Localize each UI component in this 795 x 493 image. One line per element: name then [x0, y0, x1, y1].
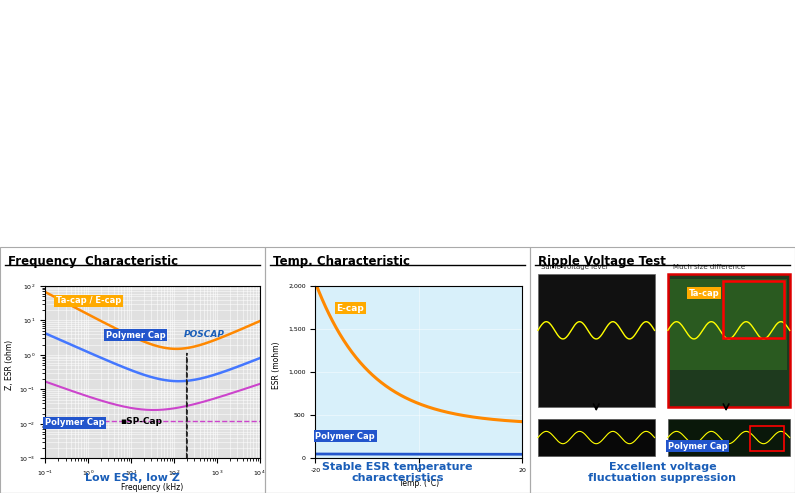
Text: Frequency  Characteristic: Frequency Characteristic: [8, 255, 178, 268]
Text: POSCAP: POSCAP: [439, 442, 471, 449]
Text: Polymer Cap: Polymer Cap: [316, 432, 375, 441]
Text: Polymer Cap: Polymer Cap: [45, 418, 105, 427]
Text: E-cap: E-cap: [336, 304, 364, 313]
Text: OSCON: OSCON: [481, 442, 509, 449]
Text: Ta-cap / E-cap: Ta-cap / E-cap: [56, 296, 121, 305]
FancyBboxPatch shape: [670, 279, 787, 370]
Text: Z, ESR (ohm): Z, ESR (ohm): [5, 340, 14, 390]
Text: Ripple Voltage Test: Ripple Voltage Test: [538, 255, 666, 268]
FancyBboxPatch shape: [538, 419, 654, 456]
FancyBboxPatch shape: [668, 419, 789, 456]
Text: ESR (mohm): ESR (mohm): [273, 341, 281, 388]
FancyBboxPatch shape: [538, 274, 654, 407]
Text: POSCAP: POSCAP: [184, 330, 225, 339]
FancyBboxPatch shape: [668, 274, 789, 407]
Text: Temp. Characteristic: Temp. Characteristic: [273, 255, 410, 268]
Text: Same voltage level: Same voltage level: [541, 264, 607, 270]
Text: Polymer Cap: Polymer Cap: [106, 331, 165, 340]
Text: Excellent voltage
fluctuation suppression: Excellent voltage fluctuation suppressio…: [588, 461, 736, 483]
Text: Much size difference: Much size difference: [673, 264, 745, 270]
Text: Polymer Cap: Polymer Cap: [668, 442, 727, 451]
Text: Low ESR, low Z: Low ESR, low Z: [85, 473, 180, 483]
Text: Ta-cap: Ta-cap: [689, 289, 719, 298]
Text: SP-Cap: SP-Cap: [403, 442, 431, 449]
Text: Stable ESR temperature
characteristics: Stable ESR temperature characteristics: [322, 461, 473, 483]
Text: ▪SP-Cap: ▪SP-Cap: [121, 418, 162, 426]
